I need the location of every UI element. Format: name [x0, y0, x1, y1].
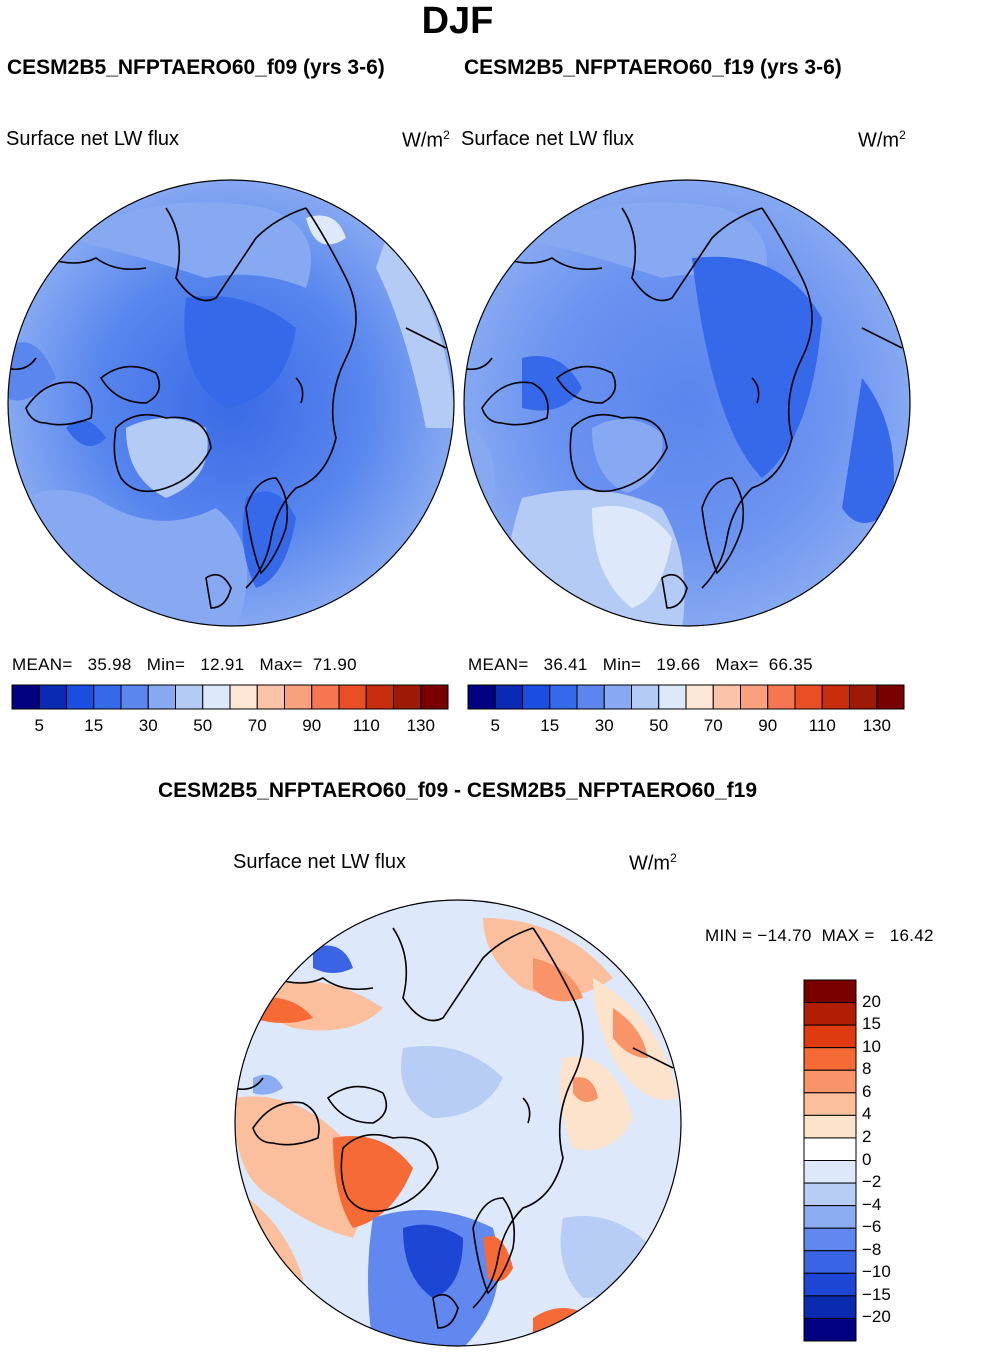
colorbar-swatch: [803, 1182, 857, 1207]
colorbar-tick-label: 130: [406, 716, 435, 735]
colorbar-swatch: [284, 684, 313, 710]
colorbar-tick-label: −10: [862, 1262, 891, 1282]
colorbar-swatch: [631, 684, 660, 710]
colorbar-swatch: [202, 684, 231, 710]
colorbar-swatch: [803, 1272, 857, 1297]
colorbar-swatch: [365, 684, 394, 710]
colorbar-swatch: [803, 1092, 857, 1116]
panel-right-units: W/m2: [858, 128, 906, 152]
colorbar-tick-label: 50: [649, 716, 669, 735]
colorbar-swatch: [494, 684, 523, 710]
colorbar-swatch: [876, 684, 905, 710]
colorbar-swatch: [803, 1250, 857, 1274]
colorbar-swatch: [229, 684, 258, 710]
colorbar-swatch: [603, 684, 632, 710]
colorbar-tick-label: 20: [862, 991, 881, 1011]
colorbar-tick-label: 4: [862, 1104, 872, 1124]
map-diff: [234, 899, 682, 1347]
colorbar-tick-label: 30: [138, 716, 158, 735]
colorbar-left: [11, 684, 449, 710]
panel-left-variable: Surface net LW flux: [6, 128, 180, 150]
colorbar-swatch: [311, 684, 340, 710]
colorbar-swatch: [256, 684, 285, 710]
colorbar-swatch: [658, 684, 687, 710]
season-title: DJF: [421, 0, 494, 42]
diff-title: CESM2B5_NFPTAERO60_f09 - CESM2B5_NFPTAER…: [157, 779, 758, 802]
panel-left-units: W/m2: [402, 128, 450, 152]
colorbar-tick-label: 15: [540, 716, 560, 735]
colorbar-tick-label: 8: [862, 1059, 872, 1079]
colorbar-swatch: [147, 684, 176, 710]
colorbar-swatch: [803, 1024, 857, 1049]
colorbar-swatch: [794, 684, 823, 710]
colorbar-tick-label: −6: [862, 1217, 882, 1237]
colorbar-tick-label: 90: [302, 716, 322, 735]
map-left: [7, 179, 455, 627]
colorbar-tick-label: −4: [862, 1194, 882, 1214]
colorbar-swatch: [549, 684, 578, 710]
panel-right-title: CESM2B5_NFPTAERO60_f19 (yrs 3-6): [464, 56, 842, 79]
colorbar-swatch: [338, 684, 367, 710]
colorbar-swatch: [803, 979, 857, 1004]
colorbar-swatch: [393, 684, 422, 710]
colorbar-tick-label: 50: [193, 716, 213, 735]
colorbar-swatch: [420, 684, 449, 710]
colorbar-swatch: [685, 684, 714, 710]
colorbar-tick-label: −15: [862, 1284, 891, 1304]
colorbar-swatch: [740, 684, 769, 710]
diff-minmax: MIN = −14.70 MAX = 16.42: [705, 926, 934, 945]
colorbar-tick-label: 90: [758, 716, 778, 735]
colorbar-tick-label: 2: [862, 1126, 872, 1146]
diff-units: W/m2: [629, 851, 677, 875]
colorbar-tick-label: 70: [247, 716, 267, 735]
colorbar-swatch: [66, 684, 95, 710]
colorbar-tick-label: 130: [862, 716, 891, 735]
colorbar-swatch: [803, 1069, 857, 1094]
colorbar-swatch: [803, 1114, 857, 1139]
colorbar-swatch: [803, 1137, 857, 1161]
colorbar-swatch: [821, 684, 850, 710]
colorbar-swatch: [522, 684, 551, 710]
colorbar-tick-label: 6: [862, 1081, 872, 1101]
colorbar-tick-label: 70: [703, 716, 723, 735]
colorbar-tick-label: 30: [594, 716, 614, 735]
colorbar-swatch: [11, 684, 40, 710]
colorbar-swatch: [767, 684, 796, 710]
colorbar-swatch: [803, 1227, 857, 1252]
colorbar-tick-label: 5: [34, 716, 44, 735]
colorbar-swatch: [38, 684, 67, 710]
colorbar-tick-label: −8: [862, 1239, 882, 1259]
colorbar-diff: [803, 979, 857, 1342]
colorbar-right: [467, 684, 905, 710]
colorbar-tick-label: 0: [862, 1149, 872, 1169]
colorbar-swatch: [803, 1002, 857, 1026]
colorbar-tick-label: −2: [862, 1172, 882, 1192]
colorbar-swatch: [803, 1047, 857, 1071]
panel-left-stats: MEAN= 35.98 Min= 12.91 Max= 71.90: [12, 655, 357, 674]
colorbar-swatch: [576, 684, 605, 710]
colorbar-swatch: [803, 1295, 857, 1319]
colorbar-tick-label: 5: [490, 716, 500, 735]
panel-left-title: CESM2B5_NFPTAERO60_f09 (yrs 3-6): [7, 56, 385, 79]
panel-right-stats: MEAN= 36.41 Min= 19.66 Max= 66.35: [468, 655, 813, 674]
colorbar-tick-label: 110: [352, 716, 380, 735]
colorbar-swatch: [93, 684, 122, 710]
colorbar-tick-label: 10: [862, 1036, 881, 1056]
colorbar-swatch: [803, 1160, 857, 1184]
diff-variable: Surface net LW flux: [233, 851, 407, 873]
colorbar-swatch: [467, 684, 496, 710]
colorbar-tick-label: −20: [862, 1307, 891, 1327]
colorbar-swatch: [803, 1317, 857, 1342]
map-right: [463, 179, 911, 627]
colorbar-swatch: [849, 684, 878, 710]
colorbar-swatch: [120, 684, 149, 710]
colorbar-swatch: [803, 1205, 857, 1229]
panel-right-variable: Surface net LW flux: [461, 128, 635, 150]
colorbar-swatch: [175, 684, 204, 710]
colorbar-tick-label: 15: [84, 716, 104, 735]
colorbar-swatch: [712, 684, 741, 710]
colorbar-tick-label: 110: [808, 716, 836, 735]
colorbar-tick-label: 15: [862, 1014, 881, 1034]
